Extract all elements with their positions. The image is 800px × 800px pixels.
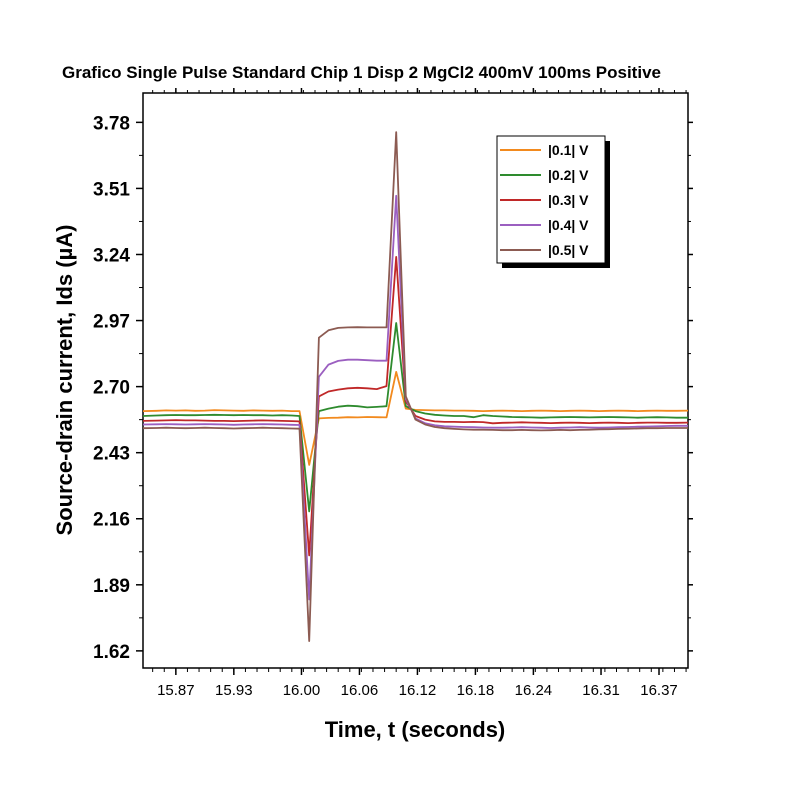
y-tick-label: 3.78: [93, 113, 130, 134]
x-axis-label: Time, t (seconds): [325, 717, 506, 742]
y-tick-label: 3.51: [93, 179, 130, 200]
series-line-2: [142, 322, 688, 513]
y-axis-label: Source-drain current, Ids (µA): [52, 225, 77, 536]
x-tick-label: 16.24: [515, 682, 553, 699]
chart-title: Grafico Single Pulse Standard Chip 1 Dis…: [62, 63, 661, 82]
plot-frame: [142, 92, 689, 669]
y-tick-label: 2.43: [93, 444, 130, 465]
series-lines: [142, 131, 689, 642]
y-tick-label: 2.97: [93, 312, 130, 333]
y-tick-label: 2.16: [93, 510, 130, 531]
series-line-1: [142, 370, 689, 466]
y-axis: 1.62 1.89 2.16 2.43 2.70 2.97 3.24 3.51 3.78: [93, 113, 693, 663]
legend-label-1: |0.1| V: [548, 142, 589, 158]
legend-items: |0.1| V |0.2| V |0.3| V |0.4| V |0.5| V: [500, 142, 589, 258]
series-line-3: [142, 255, 689, 557]
x-tick-label: 16.31: [582, 682, 620, 699]
x-axis: 15.87 15.93 16.00 16.06 16.12 16.18 16.24 16.31…: [152, 88, 687, 699]
x-tick-label: 16.37: [640, 682, 678, 699]
legend-label-2: |0.2| V: [548, 167, 589, 183]
y-tick-label: 2.70: [93, 378, 130, 399]
series-line-5: [142, 131, 688, 642]
y-tick-label: 1.62: [93, 642, 130, 663]
x-tick-label: 15.87: [157, 682, 195, 699]
legend-label-4: |0.4| V: [548, 217, 589, 233]
x-tick-label: 16.18: [457, 682, 495, 699]
legend: |0.1| V |0.2| V |0.3| V |0.4| V |0.5| V: [496, 135, 610, 268]
legend-label-5: |0.5| V: [548, 242, 589, 258]
x-tick-label: 16.00: [283, 682, 321, 699]
y-tick-label: 1.89: [93, 576, 130, 597]
x-tick-label: 15.93: [215, 682, 253, 699]
legend-label-3: |0.3| V: [548, 192, 589, 208]
x-tick-label: 16.06: [341, 682, 379, 699]
y-tick-label: 3.24: [93, 245, 130, 266]
plot-area: 1.62 1.89 2.16 2.43 2.70 2.97 3.24 3.51 3.78 15.…: [93, 88, 693, 699]
x-tick-label: 16.12: [399, 682, 437, 699]
